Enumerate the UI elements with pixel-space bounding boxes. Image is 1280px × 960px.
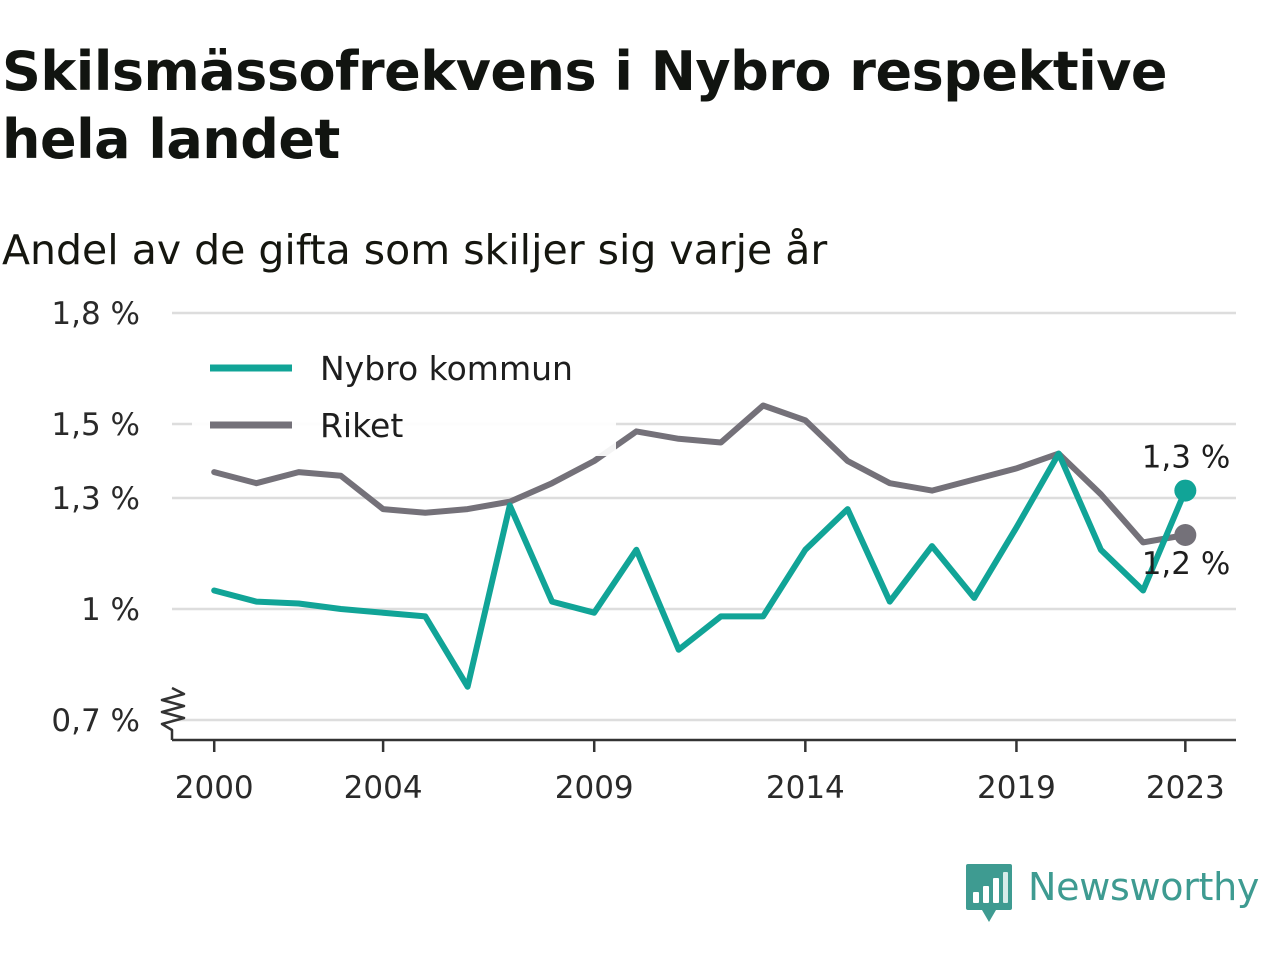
legend-label: Riket: [320, 406, 403, 445]
end-point: [1174, 479, 1197, 502]
x-tick-label: 2023: [1146, 770, 1225, 806]
series-lines: [211, 402, 1189, 690]
y-tick-label: 1 %: [81, 592, 140, 628]
y-tick-label: 1,3 %: [51, 481, 140, 517]
legend-background: [192, 336, 616, 456]
brand-logo: Newsworthy: [964, 862, 1259, 926]
chart-title: Skilsmässofrekvens i Nybro respektive he…: [2, 40, 1168, 171]
x-axis: 2000 2004 2009 2014 2019 2023: [172, 738, 1236, 806]
x-tick-label: 2009: [555, 770, 634, 806]
bar-chart-speech-bubble-icon: [966, 864, 1012, 922]
end-value-label: 1,2 %: [1142, 546, 1231, 582]
y-tick-label: 0,7 %: [51, 703, 140, 739]
end-value-label: 1,3 %: [1142, 440, 1231, 476]
axis-break: [160, 686, 186, 740]
y-tick-label: 1,5 %: [51, 407, 140, 443]
x-tick-label: 2004: [344, 770, 423, 806]
series-line-nybro: [211, 450, 1189, 690]
legend-label: Nybro kommun: [320, 349, 573, 388]
y-axis: 0,7 % 1 % 1,3 % 1,5 % 1,8 %: [51, 296, 186, 740]
x-tick-label: 2014: [766, 770, 845, 806]
y-tick-label: 1,8 %: [51, 296, 140, 332]
brand-name: Newsworthy: [1028, 865, 1260, 909]
end-point: [1174, 524, 1197, 546]
end-labels: 1,3 % 1,2 %: [1142, 440, 1231, 582]
x-tick-label: 2019: [977, 770, 1056, 806]
x-tick-label: 2000: [175, 770, 254, 806]
series-line-riket: [211, 402, 1189, 546]
chart-subtitle: Andel av de gifta som skiljer sig varje …: [2, 226, 828, 274]
legend: Nybro kommun Riket: [192, 336, 616, 456]
